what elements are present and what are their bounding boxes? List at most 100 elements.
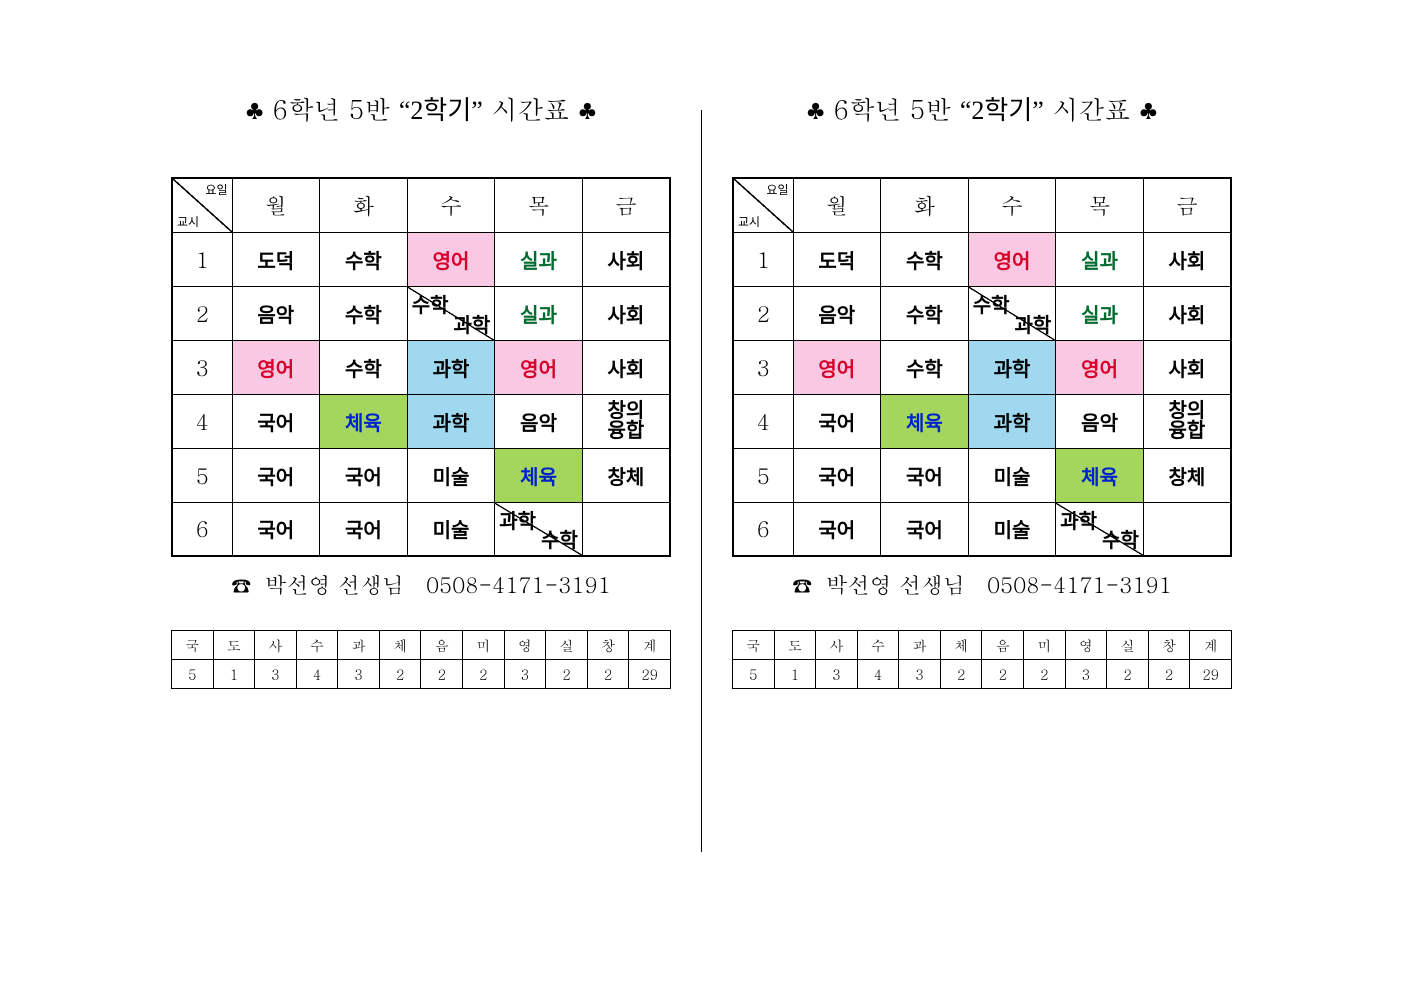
- subject-cell: 미술: [407, 502, 495, 556]
- summary-label: 수: [857, 631, 899, 660]
- teacher-line: ☎ 박선영 선생님 0508-4171-3191: [171, 569, 671, 600]
- period-label: 3: [172, 340, 232, 394]
- summary-label: 국: [733, 631, 775, 660]
- club-icon: ♣: [245, 95, 264, 126]
- subject-cell: 수학과학: [968, 286, 1056, 340]
- subject-cell: 국어: [232, 448, 320, 502]
- subject-cell: 음악: [232, 286, 320, 340]
- summary-value: 5: [733, 660, 775, 689]
- summary-value: 3: [899, 660, 941, 689]
- summary-value: 3: [255, 660, 297, 689]
- subject-cell: 국어: [881, 502, 969, 556]
- period-label: 2: [172, 286, 232, 340]
- subject-cell: 국어: [793, 394, 881, 448]
- summary-value: 2: [379, 660, 421, 689]
- summary-label: 체: [940, 631, 982, 660]
- title-quoted: “2학기”: [960, 96, 1044, 125]
- subject-cell: 과학: [968, 340, 1056, 394]
- subject-cell: 수학: [320, 286, 408, 340]
- summary-value: 3: [1065, 660, 1107, 689]
- summary-label: 창: [587, 631, 629, 660]
- subject-cell: 사회: [582, 232, 670, 286]
- summary-label: 음: [421, 631, 463, 660]
- day-header: 화: [881, 178, 969, 232]
- summary-label: 국: [172, 631, 214, 660]
- corner-top-label: 요일: [766, 181, 788, 198]
- corner-bottom-label: 교시: [738, 213, 760, 230]
- subject-cell: 체육: [320, 394, 408, 448]
- title-suffix: 시간표: [1052, 91, 1130, 127]
- summary-label: 계: [1190, 631, 1232, 660]
- subject-cell: 사회: [1143, 286, 1231, 340]
- subject-cell: 국어: [232, 394, 320, 448]
- summary-label: 음: [982, 631, 1024, 660]
- day-header: 금: [1143, 178, 1231, 232]
- subject-cell: 국어: [320, 448, 408, 502]
- subject-cell: 영어: [793, 340, 881, 394]
- subject-cell: 도덕: [232, 232, 320, 286]
- summary-label: 미: [463, 631, 505, 660]
- subject-cell: 창의융합: [582, 394, 670, 448]
- subject-cell: 과학수학: [1056, 502, 1144, 556]
- subject-cell: 국어: [232, 502, 320, 556]
- subject-cell: 수학과학: [407, 286, 495, 340]
- summary-value: 3: [816, 660, 858, 689]
- subject-cell: 수학: [881, 340, 969, 394]
- title-quoted: “2학기”: [399, 96, 483, 125]
- cell-line1: 창의: [608, 400, 645, 422]
- period-label: 3: [733, 340, 793, 394]
- title-suffix: 시간표: [491, 91, 569, 127]
- teacher-phone: 0508-4171-3191: [987, 569, 1172, 600]
- summary-value: 5: [172, 660, 214, 689]
- subject-cell: 수학: [320, 340, 408, 394]
- subject-cell: 영어: [407, 232, 495, 286]
- phone-icon: ☎: [792, 570, 812, 599]
- day-header: 수: [407, 178, 495, 232]
- subject-cell: 국어: [793, 502, 881, 556]
- timetable-right: ♣ 6학년 5반 “2학기” 시간표 ♣요일교시월화수목금1도덕수학영어실과사회…: [702, 90, 1262, 689]
- subject-cell: 미술: [968, 502, 1056, 556]
- summary-value: 1: [774, 660, 816, 689]
- day-header: 화: [320, 178, 408, 232]
- cell-line1: 창의: [1169, 400, 1206, 422]
- subject-cell: 체육: [495, 448, 583, 502]
- subject-cell: 도덕: [793, 232, 881, 286]
- summary-label: 사: [255, 631, 297, 660]
- period-label: 1: [172, 232, 232, 286]
- subject-cell: 미술: [968, 448, 1056, 502]
- day-header: 금: [582, 178, 670, 232]
- period-label: 5: [733, 448, 793, 502]
- summary-value: 4: [857, 660, 899, 689]
- page: ♣ 6학년 5반 “2학기” 시간표 ♣요일교시월화수목금1도덕수학영어실과사회…: [0, 0, 1403, 992]
- corner-top-label: 요일: [205, 181, 227, 198]
- summary-value: 2: [421, 660, 463, 689]
- subject-cell: 실과: [1056, 286, 1144, 340]
- day-header: 목: [495, 178, 583, 232]
- summary-value: 29: [629, 660, 671, 689]
- period-label: 6: [733, 502, 793, 556]
- day-header: 목: [1056, 178, 1144, 232]
- split-top: 수학: [973, 289, 1010, 318]
- club-icon: ♣: [578, 95, 597, 126]
- summary-value: 2: [463, 660, 505, 689]
- subject-cell: 과학: [968, 394, 1056, 448]
- summary-value: 2: [1107, 660, 1149, 689]
- subject-cell: 영어: [968, 232, 1056, 286]
- subject-cell: 국어: [881, 448, 969, 502]
- title-prefix: 6학년 5반: [834, 91, 952, 127]
- summary-label: 영: [1065, 631, 1107, 660]
- subject-cell: 음악: [793, 286, 881, 340]
- subject-cell: [582, 502, 670, 556]
- title-prefix: 6학년 5반: [273, 91, 391, 127]
- subject-cell: 수학: [881, 286, 969, 340]
- timetable: 요일교시월화수목금1도덕수학영어실과사회2음악수학수학과학실과사회3영어수학과학…: [171, 177, 671, 557]
- teacher-name: 박선영 선생님: [265, 569, 404, 600]
- summary-value: 3: [338, 660, 380, 689]
- split-bottom: 과학: [1014, 309, 1051, 338]
- summary-label: 미: [1024, 631, 1066, 660]
- subject-cell: 창체: [582, 448, 670, 502]
- subject-cell: 과학: [407, 394, 495, 448]
- period-label: 1: [733, 232, 793, 286]
- day-header: 월: [232, 178, 320, 232]
- subject-cell: 사회: [1143, 232, 1231, 286]
